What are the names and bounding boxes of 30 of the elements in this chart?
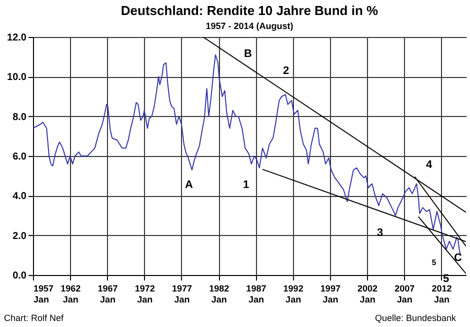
annotation: 1 xyxy=(242,179,250,191)
x-tick-label: 1972 Jan xyxy=(134,284,155,304)
x-tick-label: 2002 Jan xyxy=(358,284,378,304)
x-tick-label: 1967 Jan xyxy=(98,284,118,304)
y-tick-label: 0.0 xyxy=(12,270,27,282)
y-tick-label: 6.0 xyxy=(12,152,27,162)
y-tick-label: 10.0 xyxy=(7,72,27,84)
chart-title: Deutschland: Rendite 10 Jahre Bund in % xyxy=(120,3,379,18)
y-tick-label: 12.0 xyxy=(7,32,27,44)
annotation: A xyxy=(185,179,194,191)
y-tick-label: 2.0 xyxy=(12,230,27,242)
x-tick-label: 1997 Jan xyxy=(320,284,340,304)
annotation: C xyxy=(454,252,462,264)
chart-subtitle: 1957 - 2014 (August) xyxy=(206,21,294,31)
x-tick-label: 1957 Jan xyxy=(34,284,54,304)
x-tick-label: 1982 Jan xyxy=(209,284,230,304)
text: Chart: Rolf Nef xyxy=(4,313,64,323)
x-tick-label: 1977 Jan xyxy=(172,284,192,304)
x-tick-label: 1962 Jan xyxy=(60,284,81,304)
x-tick-label: 2012 Jan xyxy=(432,284,452,304)
y-tick-label: 8.0 xyxy=(12,112,27,123)
x-tick-label: 1992 Jan xyxy=(283,284,304,304)
x-tick-label: 2007 Jan xyxy=(394,284,415,304)
x-tick-label: 1987 Jan xyxy=(246,284,266,304)
annotation: B xyxy=(244,48,252,60)
y-tick-label: 4.0 xyxy=(12,191,27,202)
annotation: 2 xyxy=(282,65,290,77)
source-note: Quelle: Bundesbank xyxy=(374,313,456,323)
annotation: 5 xyxy=(432,258,437,267)
annotation: 4 xyxy=(426,159,433,171)
